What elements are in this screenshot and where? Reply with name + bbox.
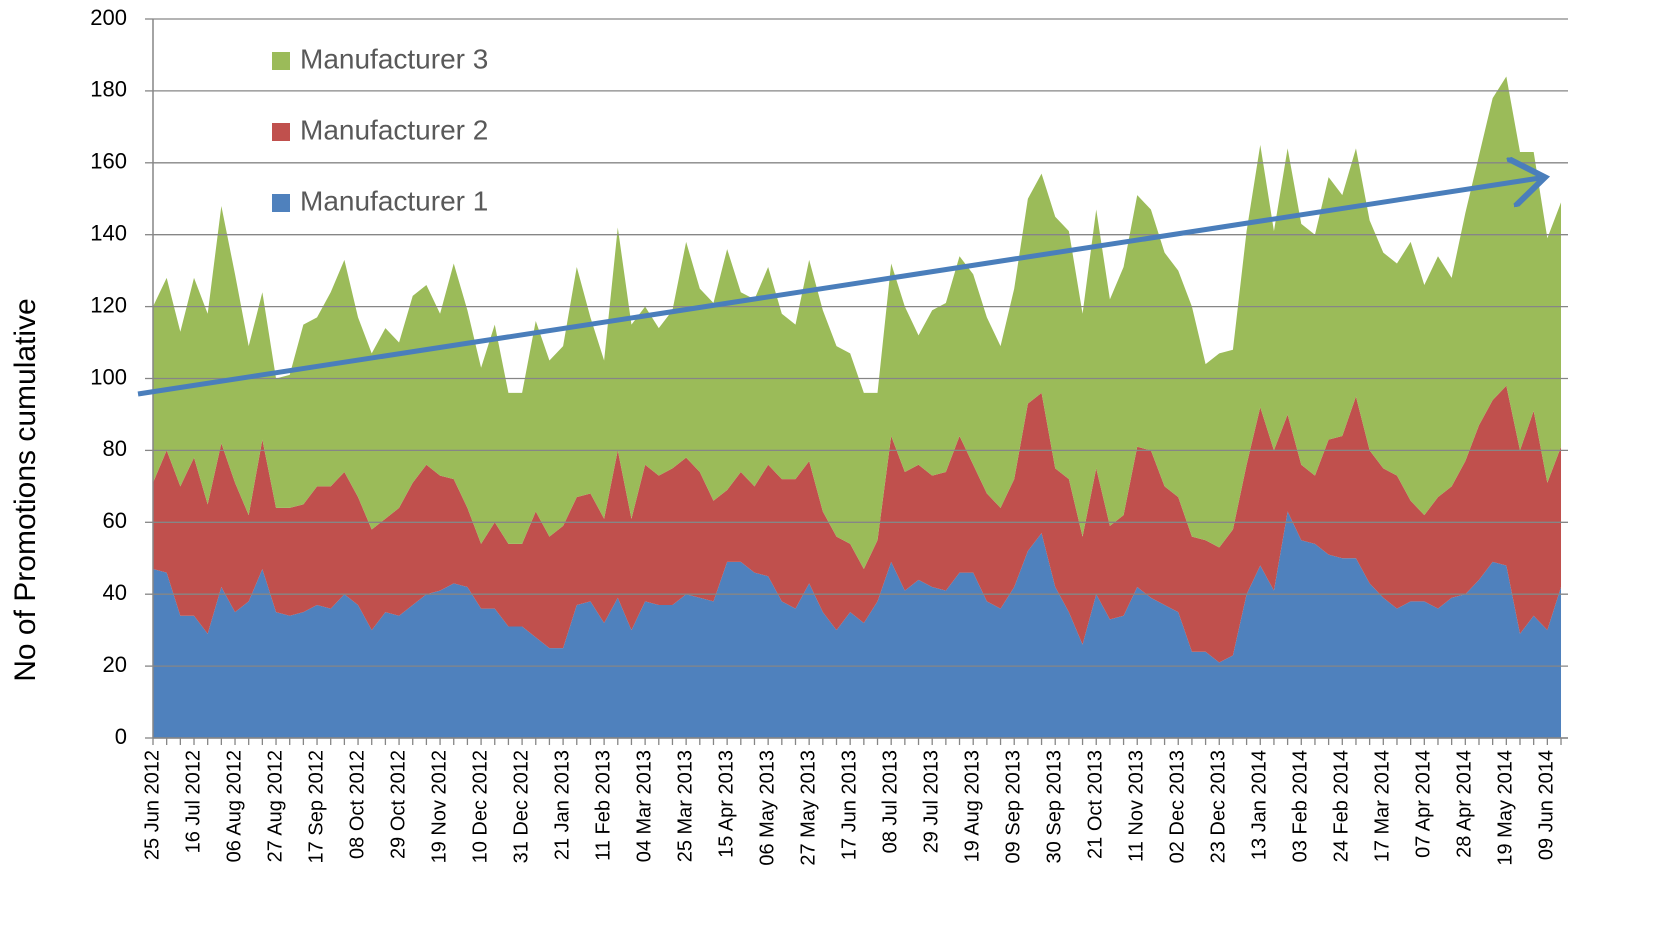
area: [153, 385, 1562, 663]
x-tick-label: 19 Aug 2013: [961, 750, 983, 862]
x-tick-label: 07 Apr 2014: [1413, 750, 1435, 858]
y-tick-label: 160: [90, 149, 127, 174]
x-tick-label: 03 Feb 2014: [1290, 750, 1312, 862]
x-tick-label: 09 Jun 2014: [1536, 750, 1558, 860]
y-tick-label: 20: [103, 652, 127, 677]
x-tick-label: 28 Apr 2014: [1454, 750, 1476, 858]
x-tick-label: 23 Dec 2013: [1208, 750, 1230, 863]
x-tick-label: 17 Sep 2012: [305, 750, 327, 863]
x-tick-label: 10 Dec 2012: [469, 750, 491, 863]
x-tick-label: 25 Jun 2012: [141, 750, 163, 860]
legend-swatch: [272, 52, 290, 70]
x-tick-label: 11 Feb 2013: [592, 750, 614, 861]
x-tick-label: 30 Sep 2013: [1044, 750, 1066, 863]
x-tick-label: 02 Dec 2013: [1167, 750, 1189, 863]
x-tick-label: 06 Aug 2012: [223, 750, 245, 862]
y-tick-label: 140: [90, 221, 127, 246]
trend-arrow: [137, 178, 1540, 397]
x-tick-label: 17 Mar 2014: [1372, 750, 1394, 862]
x-tick-label: 29 Jul 2013: [920, 750, 942, 853]
x-tick-label: 11 Nov 2013: [1126, 750, 1148, 862]
legend-swatch: [272, 194, 290, 212]
plot-area: 0 20 40 60 80 100 120 140 160 180 200 25 Jun 2012 16…: [90, 5, 1568, 866]
y-tick-label: 120: [90, 292, 127, 317]
x-tick-label: 19 May 2014: [1495, 750, 1517, 866]
x-tick-label: 08 Oct 2012: [346, 750, 368, 859]
x-tick-label: 08 Jul 2013: [879, 750, 901, 853]
x-tick-label: 21 Oct 2013: [1085, 750, 1107, 859]
x-tick-label: 24 Feb 2014: [1331, 750, 1353, 862]
area: [153, 76, 1562, 570]
legend-label: Manufacturer 1: [300, 185, 488, 216]
legend-label: Manufacturer 3: [300, 43, 488, 74]
x-tick-label: 31 Dec 2012: [510, 750, 532, 863]
x-tick-label: 09 Sep 2013: [1002, 750, 1024, 863]
x-tick-label: 13 Jan 2014: [1249, 750, 1271, 860]
y-tick-label: 100: [90, 364, 127, 389]
y-tick-label: 200: [90, 5, 127, 30]
x-tick-label: 19 Nov 2012: [428, 750, 450, 863]
y-axis-title: No of Promotions cumulative: [9, 298, 42, 682]
y-tick-label: 0: [115, 724, 127, 749]
x-tick-label: 15 Apr 2013: [715, 750, 737, 858]
x-tick-label: 29 Oct 2012: [387, 750, 409, 859]
area: [153, 511, 1562, 738]
y-tick-label: 60: [103, 508, 127, 533]
legend-swatch: [272, 123, 290, 141]
x-tick-label: 16 Jul 2012: [182, 750, 204, 853]
x-tick-label: 06 May 2013: [756, 750, 778, 866]
y-tick-label: 80: [103, 436, 127, 461]
x-tick-label: 27 Aug 2012: [264, 750, 286, 862]
x-tick-label: 27 May 2013: [797, 750, 819, 866]
y-tick-label: 40: [103, 580, 127, 605]
x-tick-label: 21 Jan 2013: [551, 750, 573, 860]
x-tick-label: 17 Jun 2013: [838, 750, 860, 860]
legend-label: Manufacturer 2: [300, 114, 488, 145]
y-tick-label: 180: [90, 77, 127, 102]
x-tick-label: 04 Mar 2013: [633, 750, 655, 862]
x-tick-label: 25 Mar 2013: [674, 750, 696, 862]
